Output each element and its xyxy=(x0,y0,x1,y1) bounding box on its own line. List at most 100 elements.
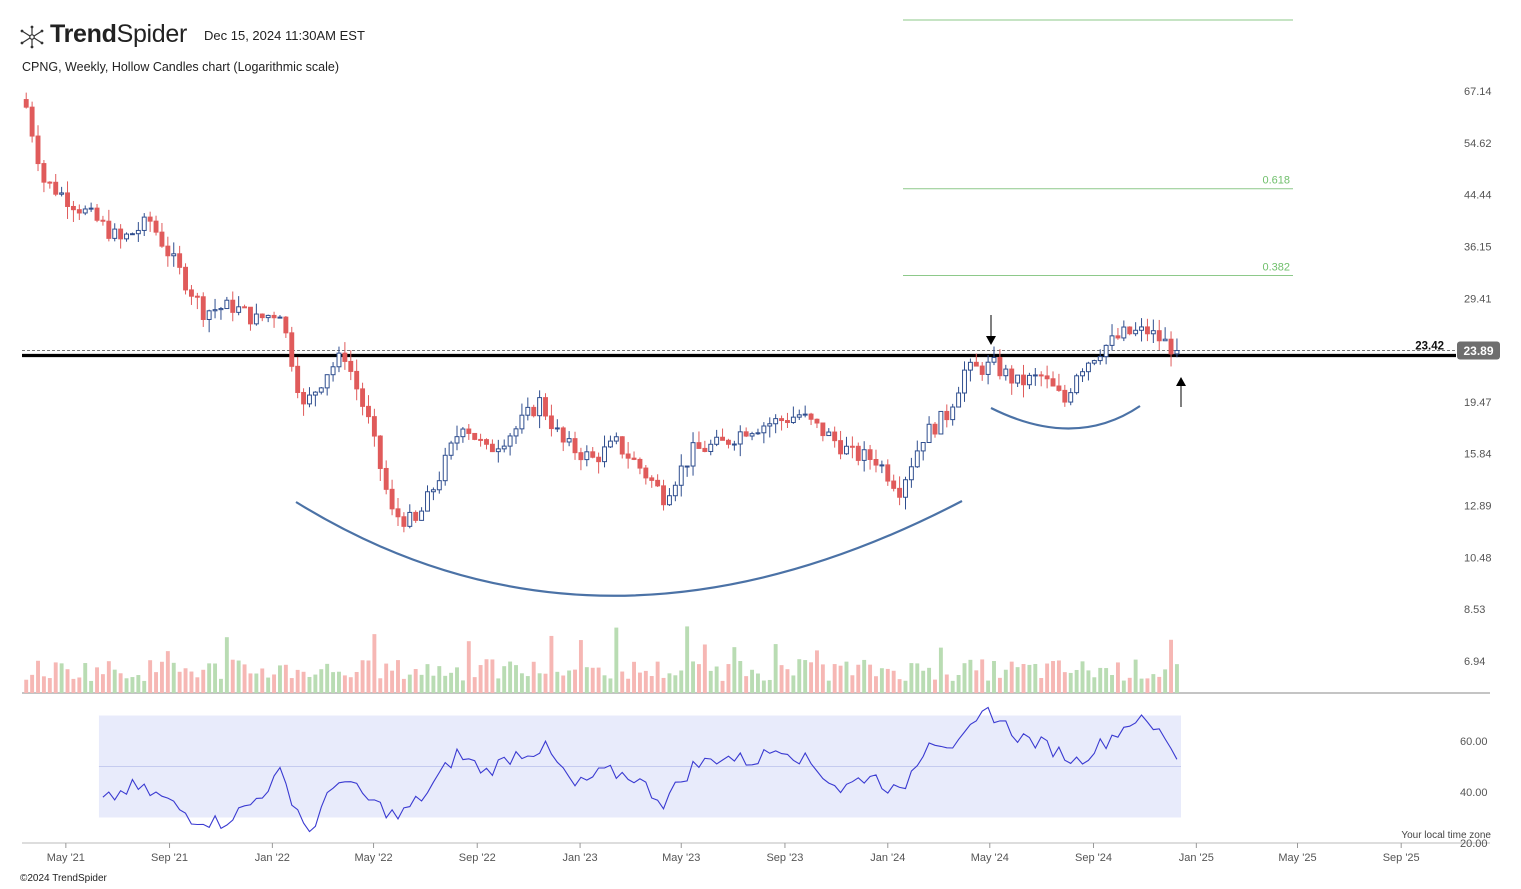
candle-body xyxy=(708,443,714,452)
volume-bar xyxy=(838,665,843,693)
candle-body xyxy=(1162,338,1168,342)
last-price-badge: 23.89 xyxy=(1457,341,1500,360)
volume-bar xyxy=(366,660,371,693)
candle-body xyxy=(920,442,926,452)
candle-body xyxy=(737,431,743,445)
candle-body xyxy=(312,391,318,396)
volume-bar xyxy=(620,671,625,693)
volume-bar xyxy=(702,644,707,693)
volume-bar xyxy=(449,672,454,693)
candle-body xyxy=(206,310,212,320)
volume-bar xyxy=(30,674,35,693)
candle-body xyxy=(1144,326,1150,335)
candle-body xyxy=(371,416,377,437)
candle-body xyxy=(413,511,419,521)
y-tick-label: 6.94 xyxy=(1464,656,1485,668)
candle-body xyxy=(720,436,726,441)
candle-body xyxy=(442,454,448,482)
volume-bar xyxy=(567,670,572,693)
candle-body xyxy=(584,451,590,461)
candle-body xyxy=(779,418,785,422)
volume-bar xyxy=(396,660,400,693)
candle-body xyxy=(283,316,289,334)
volume-bar xyxy=(65,669,70,693)
volume-bar xyxy=(915,663,920,693)
volume-bar xyxy=(1045,663,1050,693)
candle-body xyxy=(307,394,312,405)
volume-bar xyxy=(59,663,64,693)
candle-body xyxy=(873,458,879,466)
candle-body xyxy=(861,449,867,461)
candle-body xyxy=(967,361,973,371)
y-tick-label: 36.15 xyxy=(1464,241,1492,253)
volume-bar xyxy=(614,627,619,693)
candle-body xyxy=(867,449,873,460)
candle-body xyxy=(177,253,183,268)
candle-body xyxy=(696,442,702,449)
volume-bar xyxy=(496,678,501,693)
candle-body xyxy=(454,436,460,444)
candle-body xyxy=(100,219,106,222)
candle-body xyxy=(661,485,666,506)
volume-bar xyxy=(490,659,495,693)
x-tick-label: May '25 xyxy=(1278,852,1316,864)
volume-bar xyxy=(502,666,507,693)
candle-body xyxy=(814,418,820,424)
volume-bar xyxy=(354,671,359,693)
candle-body xyxy=(425,491,430,512)
volume-bar xyxy=(47,678,52,693)
candle-body xyxy=(53,181,59,195)
volume-bar xyxy=(1009,661,1014,693)
candle-body xyxy=(200,296,206,320)
candle-body xyxy=(1091,360,1097,364)
volume-bar xyxy=(348,677,353,693)
volume-bar xyxy=(1157,676,1162,693)
y-tick-label: 8.53 xyxy=(1464,604,1485,616)
volume-bar xyxy=(602,675,607,693)
candle-body xyxy=(407,511,413,527)
volume-bars xyxy=(24,626,1179,693)
candle-body xyxy=(1038,374,1044,377)
volume-bar xyxy=(230,659,235,693)
candle-body xyxy=(962,369,967,394)
volume-bar xyxy=(189,671,194,693)
candle-body xyxy=(590,451,596,458)
candle-body xyxy=(637,458,643,469)
candle-body xyxy=(702,447,708,452)
candle-body xyxy=(985,361,991,375)
candle-body xyxy=(165,245,171,257)
volume-bar xyxy=(891,670,896,693)
volume-bar xyxy=(195,677,200,693)
candle-body xyxy=(1003,368,1009,377)
volume-bar xyxy=(1121,680,1126,693)
candle-body xyxy=(838,440,844,455)
candle-body xyxy=(271,314,277,319)
y-tick-label: 44.44 xyxy=(1464,190,1492,202)
candle-body xyxy=(578,452,584,461)
candle-body xyxy=(289,332,295,367)
volume-bar xyxy=(1133,659,1138,693)
volume-bar xyxy=(1104,668,1109,693)
candle-body xyxy=(183,266,188,291)
volume-bar xyxy=(307,676,312,693)
volume-bar xyxy=(637,672,642,693)
volume-bar xyxy=(224,637,229,693)
candle-body xyxy=(124,233,129,240)
volume-bar xyxy=(1056,660,1061,693)
volume-bar xyxy=(980,659,985,693)
volume-bar xyxy=(1021,663,1026,693)
volume-bar xyxy=(360,660,365,693)
volume-bar xyxy=(183,668,188,693)
volume-bar xyxy=(944,674,949,693)
y-tick-label: 15.84 xyxy=(1464,449,1492,461)
volume-bar xyxy=(1145,678,1150,693)
volume-bar xyxy=(1074,669,1079,693)
volume-bar xyxy=(578,640,583,693)
volume-bar xyxy=(1080,661,1085,693)
candle-body xyxy=(672,484,678,497)
candle-body xyxy=(991,356,997,363)
fib-level-label: 0.618 xyxy=(1262,175,1290,187)
volume-bar xyxy=(720,680,725,693)
candle-body xyxy=(566,438,572,443)
